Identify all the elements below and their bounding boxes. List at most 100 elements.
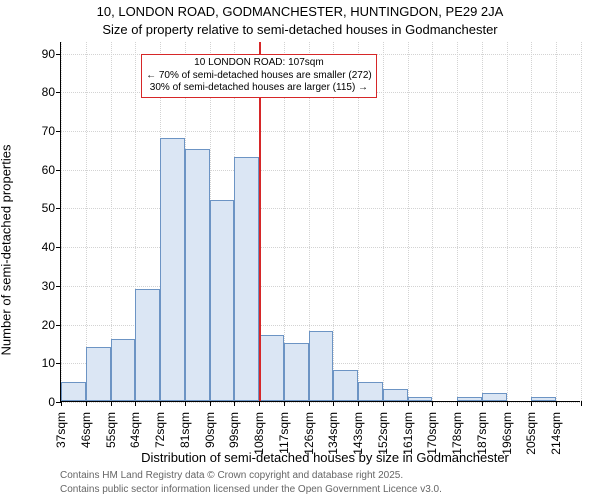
xtick-label: 134sqm (326, 412, 340, 455)
gridline-v (408, 42, 409, 401)
ytick-label: 0 (48, 395, 55, 409)
xtick-label: 46sqm (79, 412, 93, 448)
histogram-bar (309, 331, 334, 401)
gridline-v (556, 42, 557, 401)
gridline-v (507, 42, 508, 401)
ytick-label: 90 (42, 47, 55, 61)
xtick-mark (333, 401, 334, 406)
xtick-label: 214sqm (549, 412, 563, 455)
xtick-label: 64sqm (128, 412, 142, 448)
xtick-mark (160, 401, 161, 406)
xtick-label: 205sqm (524, 412, 538, 455)
histogram-bar (284, 343, 309, 401)
histogram-bar (408, 397, 433, 401)
xtick-label: 37sqm (54, 412, 68, 448)
xtick-mark (61, 401, 62, 406)
xtick-label: 117sqm (277, 412, 291, 454)
ytick-label: 20 (42, 318, 55, 332)
xtick-label: 55sqm (104, 412, 118, 448)
y-axis-label-text: Number of semi-detached properties (0, 145, 14, 356)
chart-title-line1: 10, LONDON ROAD, GODMANCHESTER, HUNTINGD… (0, 4, 600, 19)
xtick-label: 178sqm (450, 412, 464, 455)
xtick-mark (581, 401, 582, 406)
xtick-mark (185, 401, 186, 406)
xtick-label: 81sqm (178, 412, 192, 448)
gridline-h (61, 208, 580, 209)
gridline-h (61, 402, 580, 403)
histogram-bar (482, 393, 507, 401)
histogram-bar (531, 397, 556, 401)
ytick-label: 70 (42, 124, 55, 138)
histogram-bar (210, 200, 235, 401)
histogram-bar (457, 397, 482, 401)
histogram-bar (135, 289, 160, 401)
ytick-label: 30 (42, 279, 55, 293)
xtick-mark (259, 401, 260, 406)
xtick-label: 143sqm (351, 412, 365, 455)
xtick-label: 152sqm (376, 412, 390, 455)
gridline-v (61, 42, 62, 401)
gridline-h (61, 247, 580, 248)
gridline-v (457, 42, 458, 401)
histogram-bar (333, 370, 358, 401)
footer-line1: Contains HM Land Registry data © Crown c… (60, 470, 403, 481)
xtick-mark (284, 401, 285, 406)
ytick-label: 40 (42, 240, 55, 254)
xtick-label: 126sqm (302, 412, 316, 455)
gridline-h (61, 131, 580, 132)
histogram-bar (234, 157, 259, 401)
xtick-mark (556, 401, 557, 406)
xtick-mark (457, 401, 458, 406)
histogram-bar (185, 149, 210, 401)
xtick-label: 161sqm (401, 412, 415, 455)
xtick-label: 90sqm (203, 412, 217, 448)
footer-line2: Contains public sector information licen… (60, 484, 442, 495)
annotation-line3: 30% of semi-detached houses are larger (… (146, 82, 372, 95)
xtick-mark (507, 401, 508, 406)
histogram-bar (160, 138, 185, 401)
xtick-label: 187sqm (475, 412, 489, 455)
ytick-label: 80 (42, 85, 55, 99)
xtick-mark (408, 401, 409, 406)
xtick-mark (482, 401, 483, 406)
gridline-v (482, 42, 483, 401)
chart-container: 10, LONDON ROAD, GODMANCHESTER, HUNTINGD… (0, 0, 600, 500)
y-axis-label: Number of semi-detached properties (0, 39, 14, 250)
xtick-mark (135, 401, 136, 406)
annotation-line1: 10 LONDON ROAD: 107sqm (146, 57, 372, 70)
xtick-label: 72sqm (153, 412, 167, 448)
xtick-label: 196sqm (500, 412, 514, 455)
chart-title-line2: Size of property relative to semi-detach… (0, 22, 600, 37)
xtick-label: 170sqm (425, 412, 439, 455)
histogram-bar (61, 382, 86, 401)
xtick-mark (210, 401, 211, 406)
gridline-h (61, 286, 580, 287)
ytick-label: 50 (42, 201, 55, 215)
annotation-line2: ← 70% of semi-detached houses are smalle… (146, 70, 372, 83)
histogram-bar (358, 382, 383, 401)
histogram-bar (111, 339, 136, 401)
xtick-mark (383, 401, 384, 406)
histogram-bar (383, 389, 408, 401)
annotation-box: 10 LONDON ROAD: 107sqm← 70% of semi-deta… (141, 54, 377, 98)
histogram-bar (86, 347, 111, 401)
xtick-mark (86, 401, 87, 406)
gridline-v (531, 42, 532, 401)
gridline-v (432, 42, 433, 401)
gridline-h (61, 170, 580, 171)
gridline-v (383, 42, 384, 401)
ytick-label: 60 (42, 163, 55, 177)
gridline-v (581, 42, 582, 401)
plot-area: 010203040506070809037sqm46sqm55sqm64sqm7… (60, 42, 580, 402)
histogram-bar (259, 335, 284, 401)
xtick-mark (234, 401, 235, 406)
xtick-mark (358, 401, 359, 406)
ytick-label: 10 (42, 356, 55, 370)
xtick-mark (111, 401, 112, 406)
xtick-label: 99sqm (227, 412, 241, 448)
xtick-mark (432, 401, 433, 406)
xtick-mark (309, 401, 310, 406)
xtick-mark (531, 401, 532, 406)
x-axis-label: Distribution of semi-detached houses by … (60, 450, 590, 465)
xtick-label: 108sqm (252, 412, 266, 455)
